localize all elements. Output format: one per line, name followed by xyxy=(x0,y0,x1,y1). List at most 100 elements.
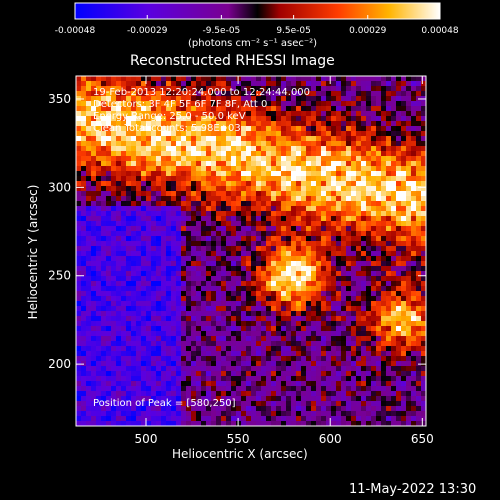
heatmap-cell xyxy=(76,386,82,392)
heatmap-cell xyxy=(286,176,292,182)
heatmap-cell xyxy=(326,231,332,237)
heatmap-cell xyxy=(351,231,357,237)
heatmap-cell xyxy=(106,201,112,207)
heatmap-cell xyxy=(316,76,322,82)
heatmap-cell xyxy=(256,346,262,352)
heatmap-cell xyxy=(316,306,322,312)
heatmap-cell xyxy=(131,351,137,357)
heatmap-cell xyxy=(326,96,332,102)
heatmap-cell xyxy=(306,206,312,212)
heatmap-cell xyxy=(111,136,117,142)
heatmap-cell xyxy=(191,196,197,202)
heatmap-cell xyxy=(346,271,352,277)
heatmap-cell xyxy=(281,181,287,187)
heatmap-cell xyxy=(81,411,87,417)
heatmap-cell xyxy=(226,191,232,197)
heatmap-cell xyxy=(406,121,412,127)
heatmap-cell xyxy=(231,161,237,167)
heatmap-cell xyxy=(296,166,302,172)
heatmap-cell xyxy=(171,136,177,142)
heatmap-cell xyxy=(341,86,347,92)
heatmap-cell xyxy=(311,371,317,377)
heatmap-cell xyxy=(201,76,207,82)
heatmap-cell xyxy=(216,246,222,252)
heatmap-cell xyxy=(91,126,97,132)
heatmap-cell xyxy=(226,176,232,182)
heatmap-cell xyxy=(226,181,232,187)
heatmap-cell xyxy=(311,301,317,307)
heatmap-cell xyxy=(321,411,327,417)
heatmap-cell xyxy=(206,116,212,122)
heatmap-cell xyxy=(301,86,307,92)
heatmap-cell xyxy=(361,396,367,402)
heatmap-cell xyxy=(321,226,327,232)
heatmap-cell xyxy=(271,111,277,117)
heatmap-cell xyxy=(346,81,352,87)
heatmap-cell xyxy=(241,136,247,142)
heatmap-cell xyxy=(291,401,297,407)
heatmap-cell xyxy=(101,266,107,272)
heatmap-cell xyxy=(101,121,107,127)
heatmap-cell xyxy=(246,336,252,342)
heatmap-cell xyxy=(106,76,112,82)
heatmap-cell xyxy=(281,286,287,292)
heatmap-cell xyxy=(211,116,217,122)
heatmap-cell xyxy=(186,236,192,242)
heatmap-cell xyxy=(101,171,107,177)
heatmap-cell xyxy=(331,351,337,357)
heatmap-cell xyxy=(396,376,402,382)
heatmap-cell xyxy=(246,76,252,82)
heatmap-cell xyxy=(246,151,252,157)
heatmap-cell xyxy=(81,331,87,337)
heatmap-cell xyxy=(156,106,162,112)
heatmap-cell xyxy=(286,156,292,162)
heatmap-cell xyxy=(281,341,287,347)
heatmap-cell xyxy=(81,401,87,407)
heatmap-cell xyxy=(376,236,382,242)
heatmap-cell xyxy=(396,151,402,157)
heatmap-cell xyxy=(186,286,192,292)
heatmap-cell xyxy=(331,376,337,382)
heatmap-cell xyxy=(306,191,312,197)
heatmap-cell xyxy=(361,421,367,426)
heatmap-cell xyxy=(331,121,337,127)
heatmap-cell xyxy=(326,286,332,292)
heatmap-cell xyxy=(371,266,377,272)
heatmap-cell xyxy=(386,106,392,112)
heatmap-cell xyxy=(121,386,127,392)
heatmap-cell xyxy=(401,306,407,312)
heatmap-cell xyxy=(216,311,222,317)
heatmap-cell xyxy=(211,221,217,227)
heatmap-cell xyxy=(351,161,357,167)
heatmap-cell xyxy=(131,226,137,232)
heatmap-cell xyxy=(176,281,182,287)
heatmap-cell xyxy=(131,86,137,92)
heatmap-cell xyxy=(311,191,317,197)
heatmap-cell xyxy=(331,266,337,272)
heatmap-cell xyxy=(166,81,172,87)
heatmap-cell xyxy=(126,141,132,147)
heatmap-cell xyxy=(336,146,342,152)
heatmap-cell xyxy=(306,151,312,157)
heatmap-cell xyxy=(261,151,267,157)
heatmap-cell xyxy=(121,186,127,192)
heatmap-cell xyxy=(366,391,372,397)
heatmap-cell xyxy=(211,341,217,347)
heatmap-cell xyxy=(421,326,426,332)
heatmap-cell xyxy=(401,126,407,132)
heatmap-cell xyxy=(111,306,117,312)
heatmap-cell xyxy=(306,96,312,102)
heatmap-cell xyxy=(356,196,362,202)
heatmap-cell xyxy=(261,171,267,177)
heatmap-cell xyxy=(406,276,412,282)
heatmap-cell xyxy=(371,156,377,162)
heatmap-cell xyxy=(196,121,202,127)
heatmap-cell xyxy=(176,216,182,222)
heatmap-cell xyxy=(331,291,337,297)
heatmap-cell xyxy=(386,86,392,92)
heatmap-cell xyxy=(271,366,277,372)
heatmap-cell xyxy=(306,216,312,222)
heatmap-cell xyxy=(266,126,272,132)
heatmap-cell xyxy=(151,221,157,227)
heatmap-cell xyxy=(166,76,172,82)
